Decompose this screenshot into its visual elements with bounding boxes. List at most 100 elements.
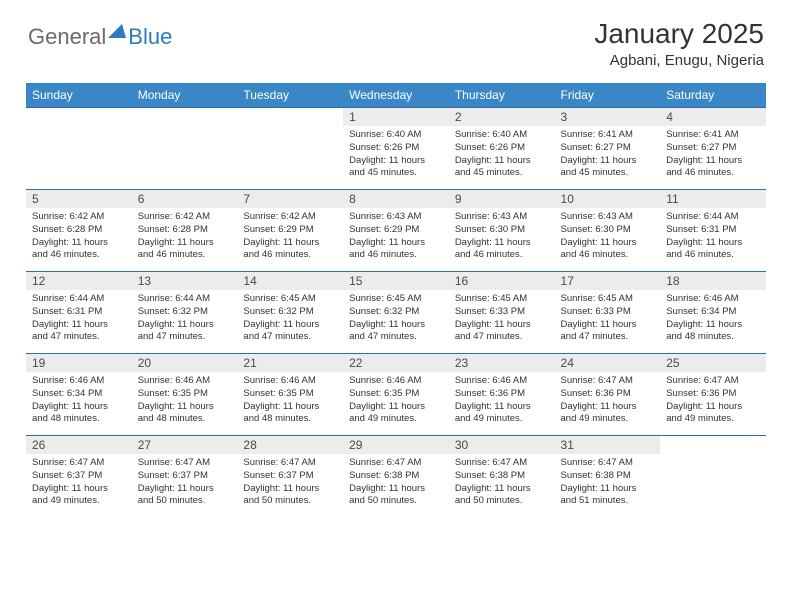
calendar-cell: 10Sunrise: 6:43 AMSunset: 6:30 PMDayligh… xyxy=(555,190,661,272)
calendar-cell: 24Sunrise: 6:47 AMSunset: 6:36 PMDayligh… xyxy=(555,354,661,436)
calendar-cell: 12Sunrise: 6:44 AMSunset: 6:31 PMDayligh… xyxy=(26,272,132,354)
day-number: 29 xyxy=(343,436,449,454)
sunrise-line: Sunrise: 6:47 AM xyxy=(561,457,655,470)
sunset-line: Sunset: 6:30 PM xyxy=(455,224,549,237)
calendar-cell: 29Sunrise: 6:47 AMSunset: 6:38 PMDayligh… xyxy=(343,436,449,518)
day-number: 5 xyxy=(26,190,132,208)
sunrise-line: Sunrise: 6:41 AM xyxy=(561,129,655,142)
sunrise-line: Sunrise: 6:46 AM xyxy=(138,375,232,388)
calendar-cell: 23Sunrise: 6:46 AMSunset: 6:36 PMDayligh… xyxy=(449,354,555,436)
daylight-line: Daylight: 11 hours and 45 minutes. xyxy=(561,155,655,181)
day-details: Sunrise: 6:42 AMSunset: 6:29 PMDaylight:… xyxy=(237,208,343,266)
sunset-line: Sunset: 6:33 PM xyxy=(561,306,655,319)
daylight-line: Daylight: 11 hours and 47 minutes. xyxy=(32,319,126,345)
day-number: 20 xyxy=(132,354,238,372)
weekday-header: Friday xyxy=(555,83,661,108)
calendar-cell: 19Sunrise: 6:46 AMSunset: 6:34 PMDayligh… xyxy=(26,354,132,436)
day-number: 26 xyxy=(26,436,132,454)
page-title: January 2025 xyxy=(594,18,764,50)
calendar-week: 19Sunrise: 6:46 AMSunset: 6:34 PMDayligh… xyxy=(26,354,766,436)
sunset-line: Sunset: 6:35 PM xyxy=(243,388,337,401)
daylight-line: Daylight: 11 hours and 49 minutes. xyxy=(349,401,443,427)
day-number: 15 xyxy=(343,272,449,290)
sunset-line: Sunset: 6:32 PM xyxy=(243,306,337,319)
day-details: Sunrise: 6:42 AMSunset: 6:28 PMDaylight:… xyxy=(26,208,132,266)
daylight-line: Daylight: 11 hours and 50 minutes. xyxy=(243,483,337,509)
day-details: Sunrise: 6:47 AMSunset: 6:38 PMDaylight:… xyxy=(449,454,555,512)
logo-part1: General xyxy=(28,24,106,49)
daylight-line: Daylight: 11 hours and 47 minutes. xyxy=(243,319,337,345)
daylight-line: Daylight: 11 hours and 50 minutes. xyxy=(349,483,443,509)
day-number-empty xyxy=(26,108,132,126)
calendar-cell: 4Sunrise: 6:41 AMSunset: 6:27 PMDaylight… xyxy=(660,108,766,190)
day-number: 27 xyxy=(132,436,238,454)
sunset-line: Sunset: 6:31 PM xyxy=(32,306,126,319)
calendar-cell: 5Sunrise: 6:42 AMSunset: 6:28 PMDaylight… xyxy=(26,190,132,272)
day-details: Sunrise: 6:45 AMSunset: 6:32 PMDaylight:… xyxy=(343,290,449,348)
daylight-line: Daylight: 11 hours and 47 minutes. xyxy=(455,319,549,345)
calendar-cell: 31Sunrise: 6:47 AMSunset: 6:38 PMDayligh… xyxy=(555,436,661,518)
day-details: Sunrise: 6:46 AMSunset: 6:35 PMDaylight:… xyxy=(237,372,343,430)
day-number-empty xyxy=(660,436,766,454)
calendar-cell: 17Sunrise: 6:45 AMSunset: 6:33 PMDayligh… xyxy=(555,272,661,354)
logo-text: General xyxy=(28,24,106,50)
sunrise-line: Sunrise: 6:47 AM xyxy=(561,375,655,388)
sunset-line: Sunset: 6:26 PM xyxy=(349,142,443,155)
sunrise-line: Sunrise: 6:46 AM xyxy=(349,375,443,388)
daylight-line: Daylight: 11 hours and 50 minutes. xyxy=(138,483,232,509)
day-number: 14 xyxy=(237,272,343,290)
calendar-cell: 20Sunrise: 6:46 AMSunset: 6:35 PMDayligh… xyxy=(132,354,238,436)
sunrise-line: Sunrise: 6:44 AM xyxy=(666,211,760,224)
sunset-line: Sunset: 6:37 PM xyxy=(32,470,126,483)
weekday-header: Tuesday xyxy=(237,83,343,108)
day-details: Sunrise: 6:45 AMSunset: 6:33 PMDaylight:… xyxy=(555,290,661,348)
sunrise-line: Sunrise: 6:46 AM xyxy=(455,375,549,388)
day-number: 2 xyxy=(449,108,555,126)
weekday-header: Wednesday xyxy=(343,83,449,108)
calendar-cell: 13Sunrise: 6:44 AMSunset: 6:32 PMDayligh… xyxy=(132,272,238,354)
day-details: Sunrise: 6:47 AMSunset: 6:37 PMDaylight:… xyxy=(132,454,238,512)
sunset-line: Sunset: 6:26 PM xyxy=(455,142,549,155)
day-number: 24 xyxy=(555,354,661,372)
day-number: 19 xyxy=(26,354,132,372)
sunset-line: Sunset: 6:29 PM xyxy=(349,224,443,237)
day-details: Sunrise: 6:44 AMSunset: 6:32 PMDaylight:… xyxy=(132,290,238,348)
sunset-line: Sunset: 6:37 PM xyxy=(243,470,337,483)
calendar-cell: 27Sunrise: 6:47 AMSunset: 6:37 PMDayligh… xyxy=(132,436,238,518)
sunset-line: Sunset: 6:38 PM xyxy=(455,470,549,483)
day-details: Sunrise: 6:43 AMSunset: 6:29 PMDaylight:… xyxy=(343,208,449,266)
daylight-line: Daylight: 11 hours and 45 minutes. xyxy=(455,155,549,181)
sunrise-line: Sunrise: 6:40 AM xyxy=(349,129,443,142)
day-details: Sunrise: 6:46 AMSunset: 6:35 PMDaylight:… xyxy=(343,372,449,430)
sunrise-line: Sunrise: 6:47 AM xyxy=(349,457,443,470)
calendar-cell: 18Sunrise: 6:46 AMSunset: 6:34 PMDayligh… xyxy=(660,272,766,354)
sunset-line: Sunset: 6:28 PM xyxy=(138,224,232,237)
calendar-cell: 15Sunrise: 6:45 AMSunset: 6:32 PMDayligh… xyxy=(343,272,449,354)
daylight-line: Daylight: 11 hours and 46 minutes. xyxy=(32,237,126,263)
sunrise-line: Sunrise: 6:47 AM xyxy=(243,457,337,470)
sunrise-line: Sunrise: 6:46 AM xyxy=(32,375,126,388)
sunset-line: Sunset: 6:32 PM xyxy=(138,306,232,319)
day-number: 13 xyxy=(132,272,238,290)
day-number-empty xyxy=(237,108,343,126)
sunrise-line: Sunrise: 6:43 AM xyxy=(349,211,443,224)
day-details: Sunrise: 6:40 AMSunset: 6:26 PMDaylight:… xyxy=(343,126,449,184)
calendar-cell xyxy=(26,108,132,190)
day-details: Sunrise: 6:45 AMSunset: 6:33 PMDaylight:… xyxy=(449,290,555,348)
day-details: Sunrise: 6:46 AMSunset: 6:36 PMDaylight:… xyxy=(449,372,555,430)
sunset-line: Sunset: 6:34 PM xyxy=(666,306,760,319)
day-number: 3 xyxy=(555,108,661,126)
daylight-line: Daylight: 11 hours and 49 minutes. xyxy=(455,401,549,427)
sunrise-line: Sunrise: 6:45 AM xyxy=(561,293,655,306)
day-details: Sunrise: 6:45 AMSunset: 6:32 PMDaylight:… xyxy=(237,290,343,348)
daylight-line: Daylight: 11 hours and 48 minutes. xyxy=(138,401,232,427)
calendar-cell: 25Sunrise: 6:47 AMSunset: 6:36 PMDayligh… xyxy=(660,354,766,436)
calendar-cell: 28Sunrise: 6:47 AMSunset: 6:37 PMDayligh… xyxy=(237,436,343,518)
calendar-week: 12Sunrise: 6:44 AMSunset: 6:31 PMDayligh… xyxy=(26,272,766,354)
sunrise-line: Sunrise: 6:42 AM xyxy=(243,211,337,224)
daylight-line: Daylight: 11 hours and 49 minutes. xyxy=(561,401,655,427)
sunrise-line: Sunrise: 6:45 AM xyxy=(243,293,337,306)
sunrise-line: Sunrise: 6:47 AM xyxy=(666,375,760,388)
day-details: Sunrise: 6:47 AMSunset: 6:38 PMDaylight:… xyxy=(343,454,449,512)
daylight-line: Daylight: 11 hours and 46 minutes. xyxy=(138,237,232,263)
